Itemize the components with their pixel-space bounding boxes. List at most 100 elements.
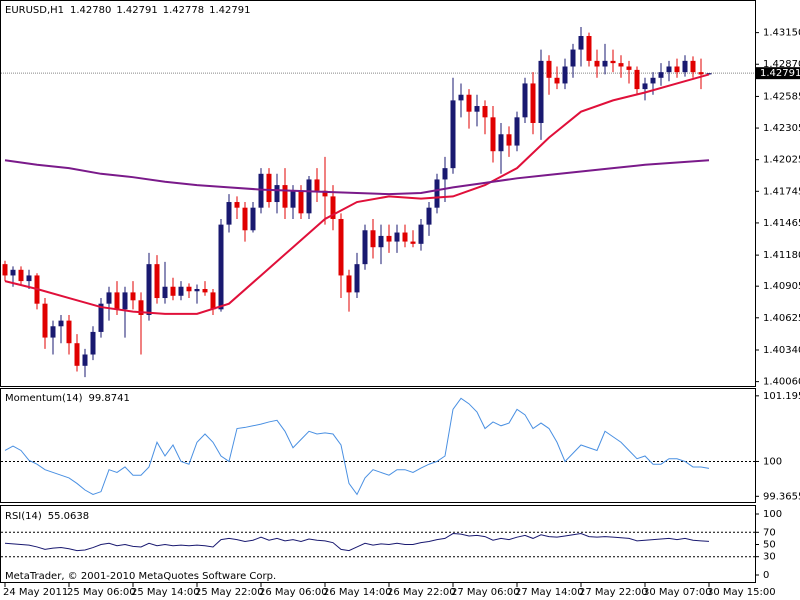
candle-body <box>554 77 560 84</box>
x-tick-label: 25 May 22:00 <box>195 587 264 598</box>
y-tick-label: 1.41180 <box>763 250 800 261</box>
candle-body <box>226 202 232 225</box>
y-tick-label: 1.41745 <box>763 186 800 197</box>
candle-body <box>82 354 88 366</box>
candle-body <box>394 232 400 242</box>
y-tick-label: 30 <box>763 552 776 563</box>
candle-body <box>186 286 192 292</box>
candle-body <box>578 36 584 50</box>
candle-body <box>306 179 312 214</box>
x-tick-label: 27 May 14:00 <box>515 587 584 598</box>
candle-body <box>2 264 8 276</box>
candle-body <box>458 94 464 101</box>
candle-body <box>490 117 496 152</box>
x-tick-label: 26 May 14:00 <box>323 587 392 598</box>
candle-body <box>474 106 480 112</box>
candle-body <box>146 264 152 315</box>
candle-body <box>434 179 440 208</box>
candle-body <box>234 202 240 208</box>
candle-body <box>538 60 544 123</box>
candle-body <box>450 100 456 169</box>
candle-body <box>26 275 32 282</box>
candle-body <box>98 303 104 332</box>
candle-body <box>562 66 568 84</box>
x-tick-label: 26 May 06:00 <box>259 587 328 598</box>
candle-body <box>370 230 376 248</box>
y-tick-label: 99.3655 <box>763 491 800 502</box>
candle-body <box>42 303 48 338</box>
momentum-panel <box>0 388 756 503</box>
y-tick-label: 1.42025 <box>763 155 800 166</box>
x-tick-label: 27 May 22:00 <box>579 587 648 598</box>
x-tick-label: 30 May 15:00 <box>707 587 776 598</box>
candle-body <box>482 106 488 118</box>
x-tick-label: 30 May 07:00 <box>643 587 712 598</box>
ohlc-label: 1.42780 <box>70 5 111 16</box>
candle-body <box>506 134 512 146</box>
panel-title: Momentum(14) <box>5 393 83 404</box>
candle-body <box>314 179 320 191</box>
candle-body <box>18 269 24 282</box>
candle-body <box>258 173 264 208</box>
candle-body <box>274 185 280 203</box>
candle-body <box>338 218 344 276</box>
indicator-line <box>4 533 710 552</box>
candle-body <box>514 117 520 146</box>
candle-body <box>410 241 416 244</box>
candle-body <box>386 235 392 242</box>
candle-body <box>650 77 656 84</box>
candle-body <box>674 66 680 73</box>
x-tick-label: 26 May 22:00 <box>387 587 456 598</box>
panel-title: EURUSD,H1 <box>5 5 64 16</box>
candle-body <box>530 83 536 123</box>
candle-body <box>298 190 304 214</box>
candle-body <box>90 331 96 355</box>
candle-body <box>546 60 552 78</box>
candle-body <box>698 72 704 75</box>
candle-body <box>242 207 248 231</box>
candle-body <box>66 320 72 344</box>
y-tick-label: 101.1955 <box>763 391 800 402</box>
candle-body <box>634 69 640 90</box>
candle-body <box>122 292 128 310</box>
panel-title: RSI(14) <box>5 511 42 522</box>
candle-body <box>154 264 160 299</box>
candle-body <box>106 292 112 304</box>
indicator-line <box>4 397 710 496</box>
candle-body <box>610 60 616 64</box>
moving-average <box>4 73 710 315</box>
y-tick-label: 1.43150 <box>763 28 800 39</box>
candle-body <box>194 289 200 292</box>
candle-body <box>354 264 360 293</box>
candle-body <box>402 232 408 242</box>
candle-body <box>50 326 56 338</box>
y-tick-label: 1.40340 <box>763 345 800 356</box>
y-tick-label: 1.42585 <box>763 91 800 102</box>
x-tick-label: 24 May 2011 <box>3 587 68 598</box>
candle-body <box>570 49 576 67</box>
candle-body <box>210 292 216 310</box>
y-tick-label: 1.40060 <box>763 377 800 388</box>
candle-body <box>282 185 288 208</box>
candle-body <box>602 60 608 67</box>
candle-body <box>178 286 184 296</box>
candle-body <box>74 343 80 366</box>
x-tick-label: 25 May 14:00 <box>131 587 200 598</box>
candle-body <box>58 320 64 327</box>
y-tick-label: 1.40625 <box>763 313 800 324</box>
current-value: 55.0638 <box>48 511 89 522</box>
y-tick-label: 1.42305 <box>763 123 800 134</box>
ohlc-label: 1.42791 <box>209 5 250 16</box>
candle-body <box>586 36 592 61</box>
candle-body <box>442 168 448 180</box>
candle-body <box>466 94 472 112</box>
x-tick-label: 27 May 06:00 <box>451 587 520 598</box>
candle-body <box>346 275 352 293</box>
candle-body <box>426 207 432 225</box>
moving-average <box>4 159 710 196</box>
candle-body <box>618 63 624 67</box>
candle-body <box>170 286 176 296</box>
candle-body <box>682 60 688 73</box>
candle-body <box>162 286 168 299</box>
